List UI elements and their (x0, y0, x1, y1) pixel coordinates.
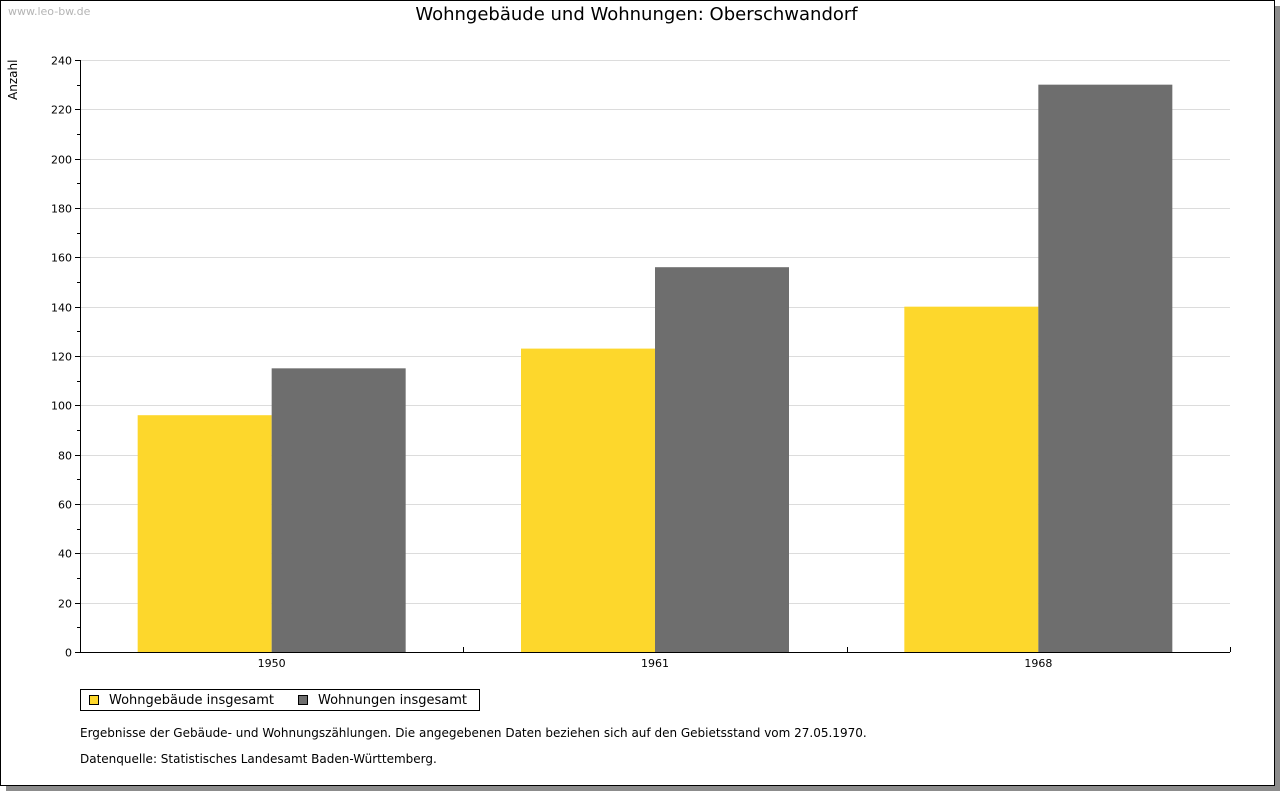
y-tick-label: 180 (51, 203, 72, 216)
bar-1968-wohngebaeude (904, 306, 1039, 652)
y-tick-label: 40 (58, 548, 72, 561)
data-source: Datenquelle: Statistisches Landesamt Bad… (80, 752, 437, 766)
y-tick-label: 0 (65, 647, 72, 660)
y-tick-label: 100 (51, 400, 72, 413)
y-tick-label: 120 (51, 351, 72, 364)
frame-shadow-right (1275, 6, 1280, 791)
legend: Wohngebäude insgesamt Wohnungen insgesam… (80, 689, 480, 711)
y-tick-label: 20 (58, 598, 72, 611)
y-tick-label: 60 (58, 499, 72, 512)
bar-1968-wohnungen (1038, 84, 1173, 652)
bar-1950-wohngebaeude (137, 415, 272, 652)
y-tick-label: 240 (51, 55, 72, 68)
legend-label-wohnungen: Wohnungen insgesamt (318, 692, 467, 708)
x-tick-label: 1961 (641, 657, 669, 670)
x-tick-label: 1968 (1024, 657, 1052, 670)
legend-item-wohnungen: Wohnungen insgesamt (298, 693, 467, 708)
y-tick-label: 140 (51, 302, 72, 315)
footnote: Ergebnisse der Gebäude- und Wohnungszähl… (80, 726, 867, 740)
bar-chart: 0 20 40 60 80 100 120 140 160 180 200 220 240 1950 196… (51, 55, 1231, 670)
y-tick-label: 200 (51, 154, 72, 167)
watermark: www.leo-bw.de (8, 5, 91, 18)
y-tick-label: 80 (58, 450, 72, 463)
y-tick-label: 220 (51, 104, 72, 117)
legend-swatch-wohnungen (298, 695, 308, 705)
y-tick-label: 160 (51, 252, 72, 265)
frame-shadow-bottom (6, 786, 1280, 791)
bar-1950-wohnungen (271, 368, 406, 652)
x-tick-label: 1950 (258, 657, 286, 670)
chart-title: Wohngebäude und Wohnungen: Oberschwandor… (415, 4, 858, 25)
bar-1961-wohngebaeude (521, 348, 655, 652)
legend-swatch-wohngebaeude (89, 695, 99, 705)
legend-label-wohngebaeude: Wohngebäude insgesamt (109, 692, 274, 708)
legend-item-wohngebaeude: Wohngebäude insgesamt (89, 693, 274, 708)
bar-1961-wohnungen (655, 267, 789, 652)
